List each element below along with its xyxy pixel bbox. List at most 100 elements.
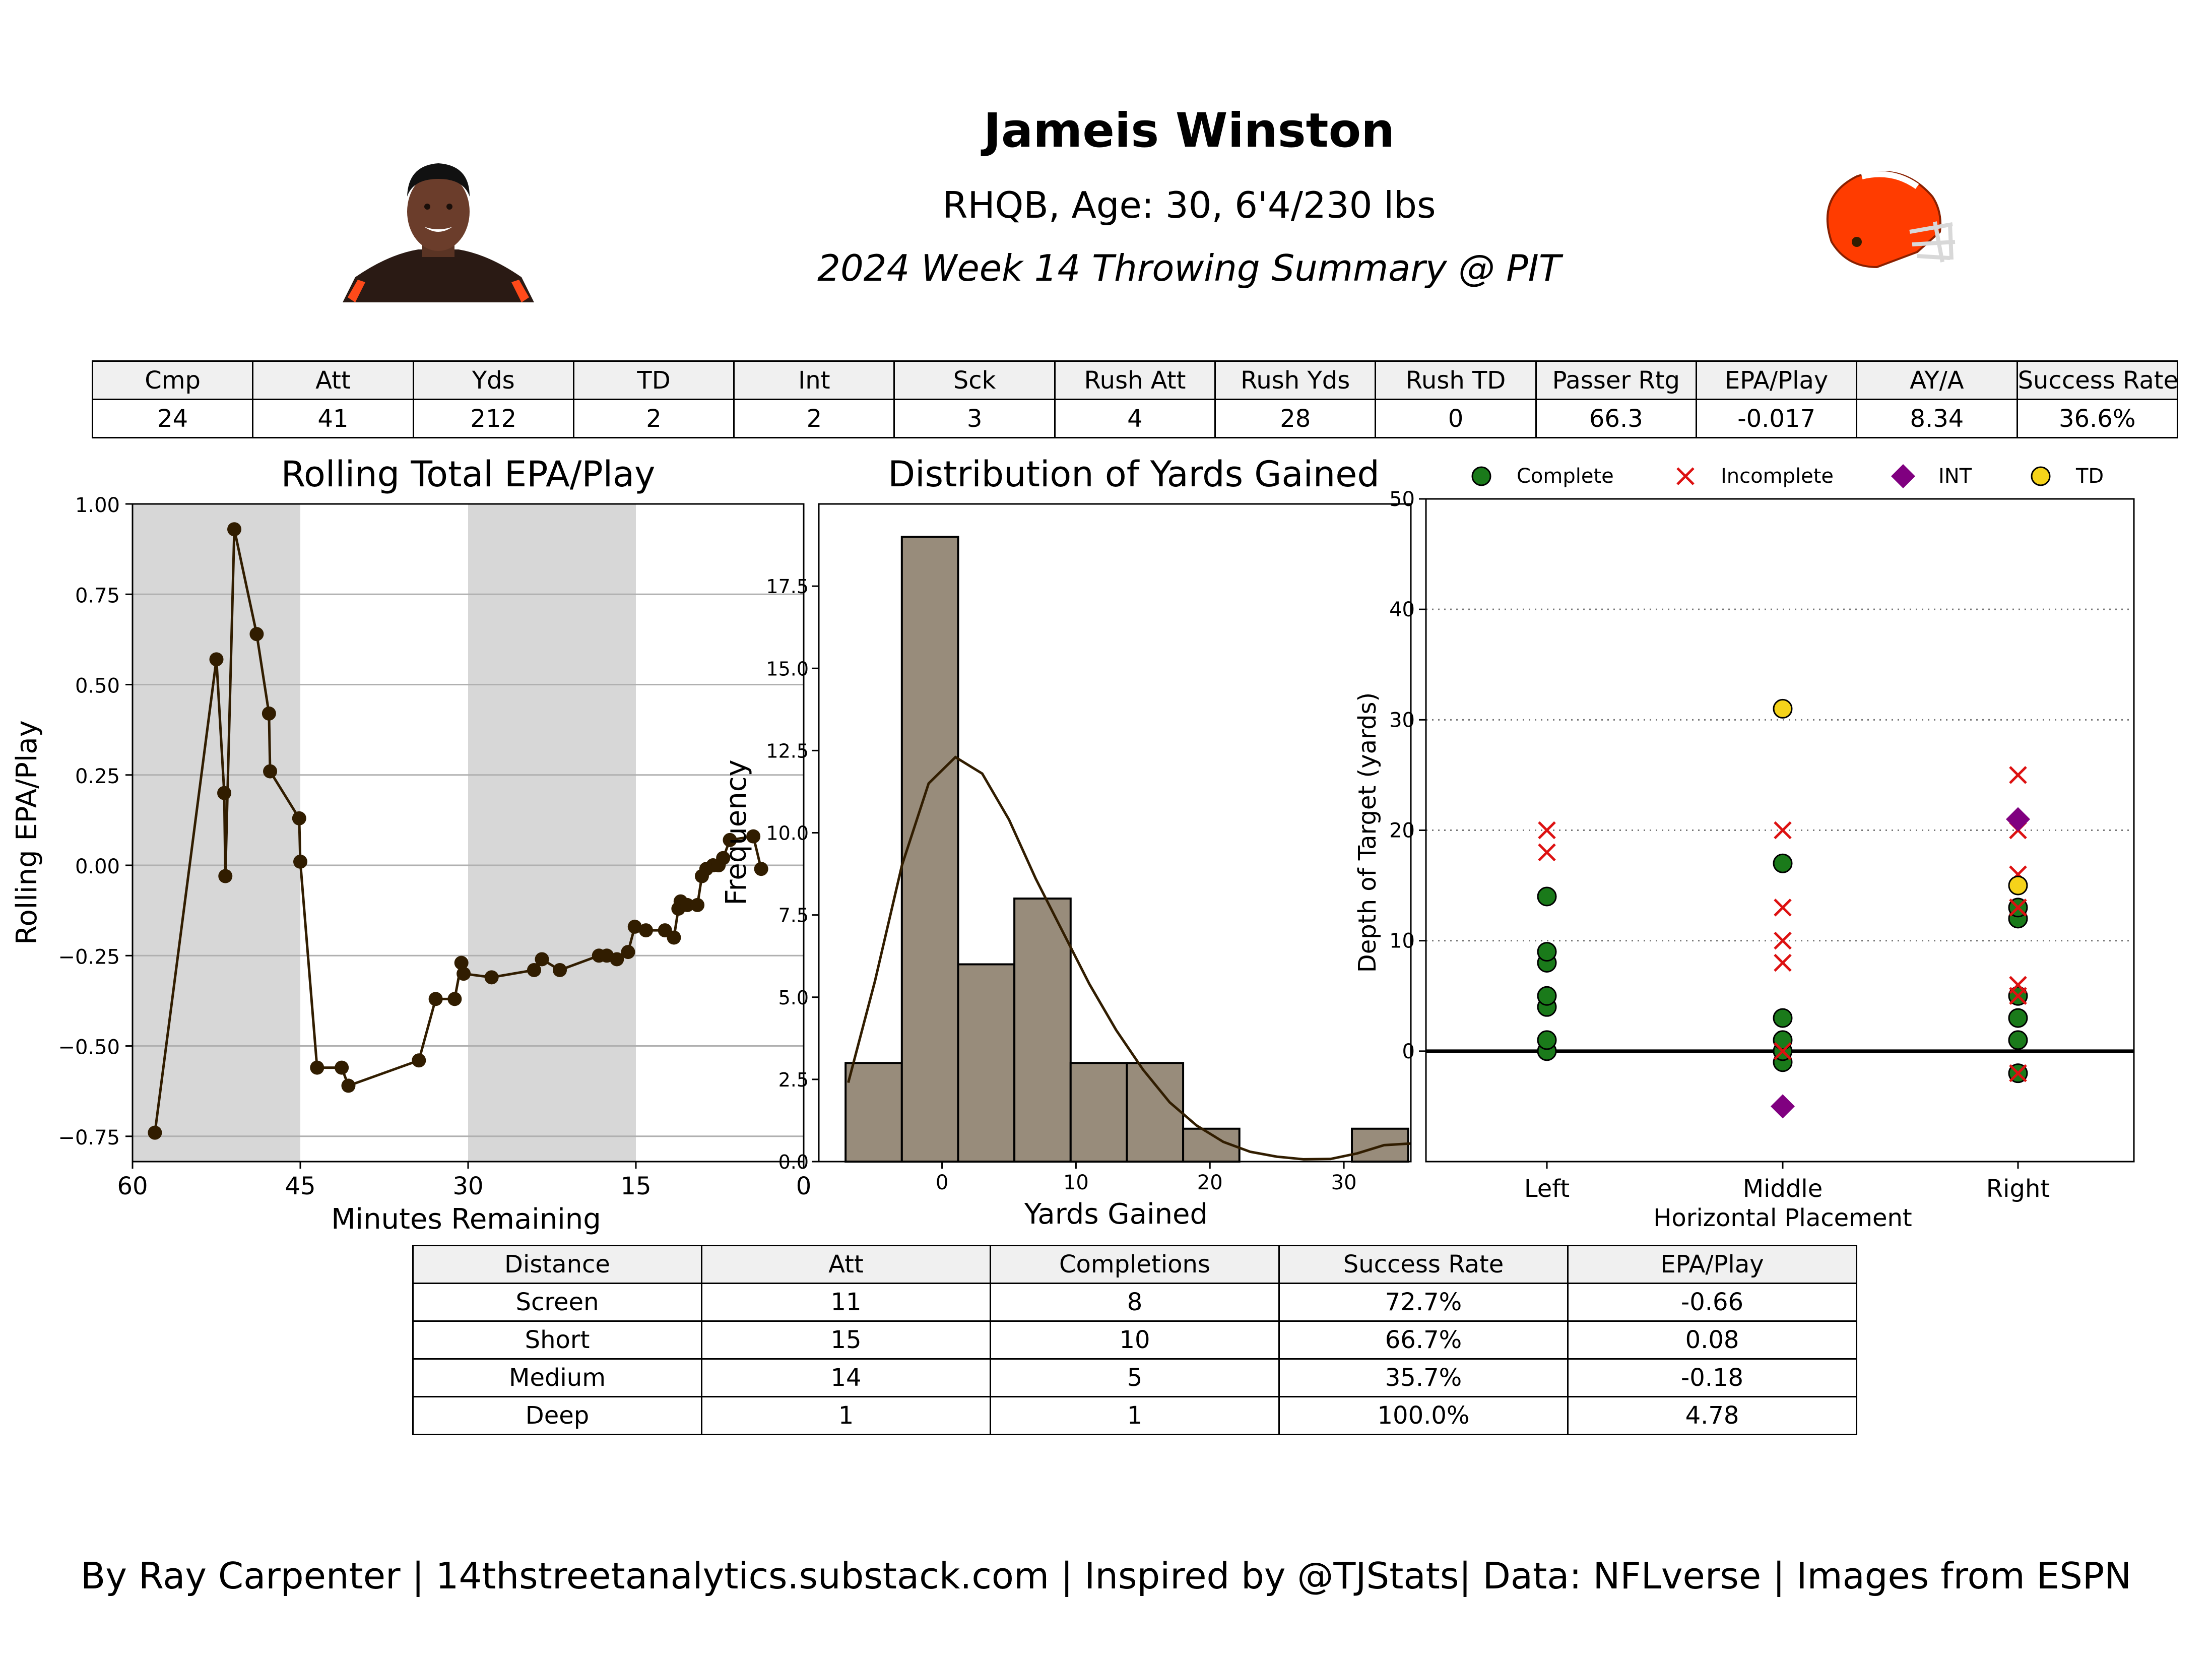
stats-table: Cmp Att Yds TD Int Sck Rush Att Rush Yds… (91, 360, 2178, 438)
stat-value: 2 (733, 399, 895, 438)
kde-curve (847, 755, 1411, 1161)
distance-cell: 4.78 (1567, 1396, 1857, 1435)
x-tick-label: 60 (117, 1172, 148, 1200)
target-int-marker (2006, 807, 2030, 832)
target-incomplete-marker (1774, 1042, 1792, 1060)
y-tick-label: 50 (1389, 488, 1415, 511)
epa-point (621, 945, 635, 960)
distance-header: Success Rate (1278, 1245, 1569, 1284)
target-complete-marker (1773, 1008, 1793, 1028)
epa-point (447, 992, 462, 1006)
table-row: Deep 1 1 100.0% 4.78 (412, 1396, 1857, 1435)
y-tick-label: 1.00 (75, 494, 120, 517)
distance-cell: 11 (701, 1283, 991, 1322)
target-complete-marker (2008, 1008, 2028, 1028)
plot-frame (132, 503, 805, 1163)
target-incomplete-marker (1538, 843, 1556, 862)
stat-header: Cmp (91, 360, 254, 400)
distance-cell: 1 (701, 1396, 991, 1435)
distance-header: Distance (412, 1245, 702, 1284)
y-tick-label: 5.0 (778, 987, 809, 1009)
x-tick-label: 30 (1331, 1171, 1357, 1194)
x-tick-label: 20 (1197, 1171, 1223, 1194)
x-tick-label: 10 (1063, 1171, 1089, 1194)
y-axis-label: Frequency (720, 759, 753, 905)
y-tick-label: −0.50 (58, 1036, 120, 1059)
legend-td-marker (2031, 466, 2051, 486)
y-tick-label: 0.25 (75, 765, 120, 788)
y-tick-label: 40 (1389, 598, 1415, 621)
epa-point (335, 1060, 349, 1075)
distance-cell: 72.7% (1278, 1283, 1569, 1322)
shaded-quarter (133, 504, 300, 1162)
stat-value: 28 (1214, 399, 1377, 438)
target-complete-marker (1773, 1030, 1793, 1050)
player-name: Jameis Winston (983, 103, 1395, 158)
stat-header: Rush Yds (1214, 360, 1377, 400)
histogram-bar (844, 1062, 903, 1163)
distance-cell: 66.7% (1278, 1320, 1569, 1360)
stat-header: Rush Att (1054, 360, 1216, 400)
stat-value: -0.017 (1695, 399, 1858, 438)
epa-point (667, 930, 681, 945)
distance-cell: 8 (990, 1283, 1280, 1322)
stat-header: AY/A (1856, 360, 2018, 400)
y-tick-label: 15.0 (766, 658, 809, 680)
x-tick-label: 30 (452, 1172, 483, 1200)
stat-header: EPA/Play (1695, 360, 1858, 400)
y-tick-label: 2.5 (778, 1069, 809, 1091)
plot-frame (1425, 498, 2135, 1163)
y-tick-label: 17.5 (766, 576, 809, 598)
stat-header: Yds (412, 360, 574, 400)
team-helmet-logo (1826, 171, 1956, 269)
y-axis-label: Depth of Target (yards) (1353, 692, 1382, 973)
y-tick-label: −0.25 (58, 945, 120, 969)
epa-point (638, 923, 653, 938)
stat-value: 24 (91, 399, 254, 438)
epa-point (227, 522, 242, 537)
x-tick-label: 15 (620, 1172, 651, 1200)
distance-cell: -0.66 (1567, 1283, 1857, 1322)
legend-int-marker (1891, 464, 1915, 488)
game-summary: 2024 Week 14 Throwing Summary @ PIT (817, 247, 1561, 289)
y-tick-label: 30 (1389, 709, 1415, 732)
distance-cell: -0.18 (1567, 1358, 1857, 1397)
y-tick-label: 0.75 (75, 584, 120, 607)
y-tick-label: 7.5 (778, 905, 809, 927)
epa-point (293, 854, 307, 869)
target-incomplete-marker (2009, 899, 2027, 917)
plot-frame (818, 503, 1412, 1163)
distance-cell: 0.08 (1567, 1320, 1857, 1360)
distance-header: Att (701, 1245, 991, 1284)
footer-credits: By Ray Carpenter | 14thstreetanalytics.s… (80, 1555, 2132, 1597)
histogram-bar (1013, 898, 1072, 1163)
player-headshot (343, 163, 534, 302)
target-incomplete-marker (1774, 953, 1792, 972)
target-complete-marker (1773, 853, 1793, 873)
distance-table: Distance Att Completions Success Rate EP… (412, 1245, 1857, 1435)
legend-incomplete-marker (1676, 467, 1695, 485)
epa-point (457, 967, 471, 981)
x-tick-label: Right (1986, 1175, 2050, 1203)
y-tick-label: 20 (1389, 819, 1415, 843)
distance-header: Completions (990, 1245, 1280, 1284)
distance-cell: 15 (701, 1320, 991, 1360)
epa-point (263, 764, 278, 779)
x-tick-label: 0 (796, 1172, 812, 1200)
x-tick-label: 0 (936, 1171, 948, 1194)
epa-point (341, 1078, 356, 1093)
distance-cell: Deep (412, 1396, 702, 1435)
epa-point (217, 786, 232, 800)
stat-header: Int (733, 360, 895, 400)
stat-value: 36.6% (2016, 399, 2178, 438)
epa-point (723, 833, 737, 847)
legend-complete-marker (1471, 466, 1491, 486)
x-tick-label: 45 (285, 1172, 315, 1200)
y-tick-label: −0.75 (58, 1126, 120, 1150)
epa-point (535, 952, 549, 967)
target-complete-marker (1537, 1030, 1557, 1050)
target-int-marker (1771, 1094, 1795, 1119)
y-tick-label: 0.0 (778, 1151, 809, 1173)
x-tick-label: Middle (1743, 1175, 1823, 1203)
table-row: Short 15 10 66.7% 0.08 (412, 1320, 1857, 1360)
